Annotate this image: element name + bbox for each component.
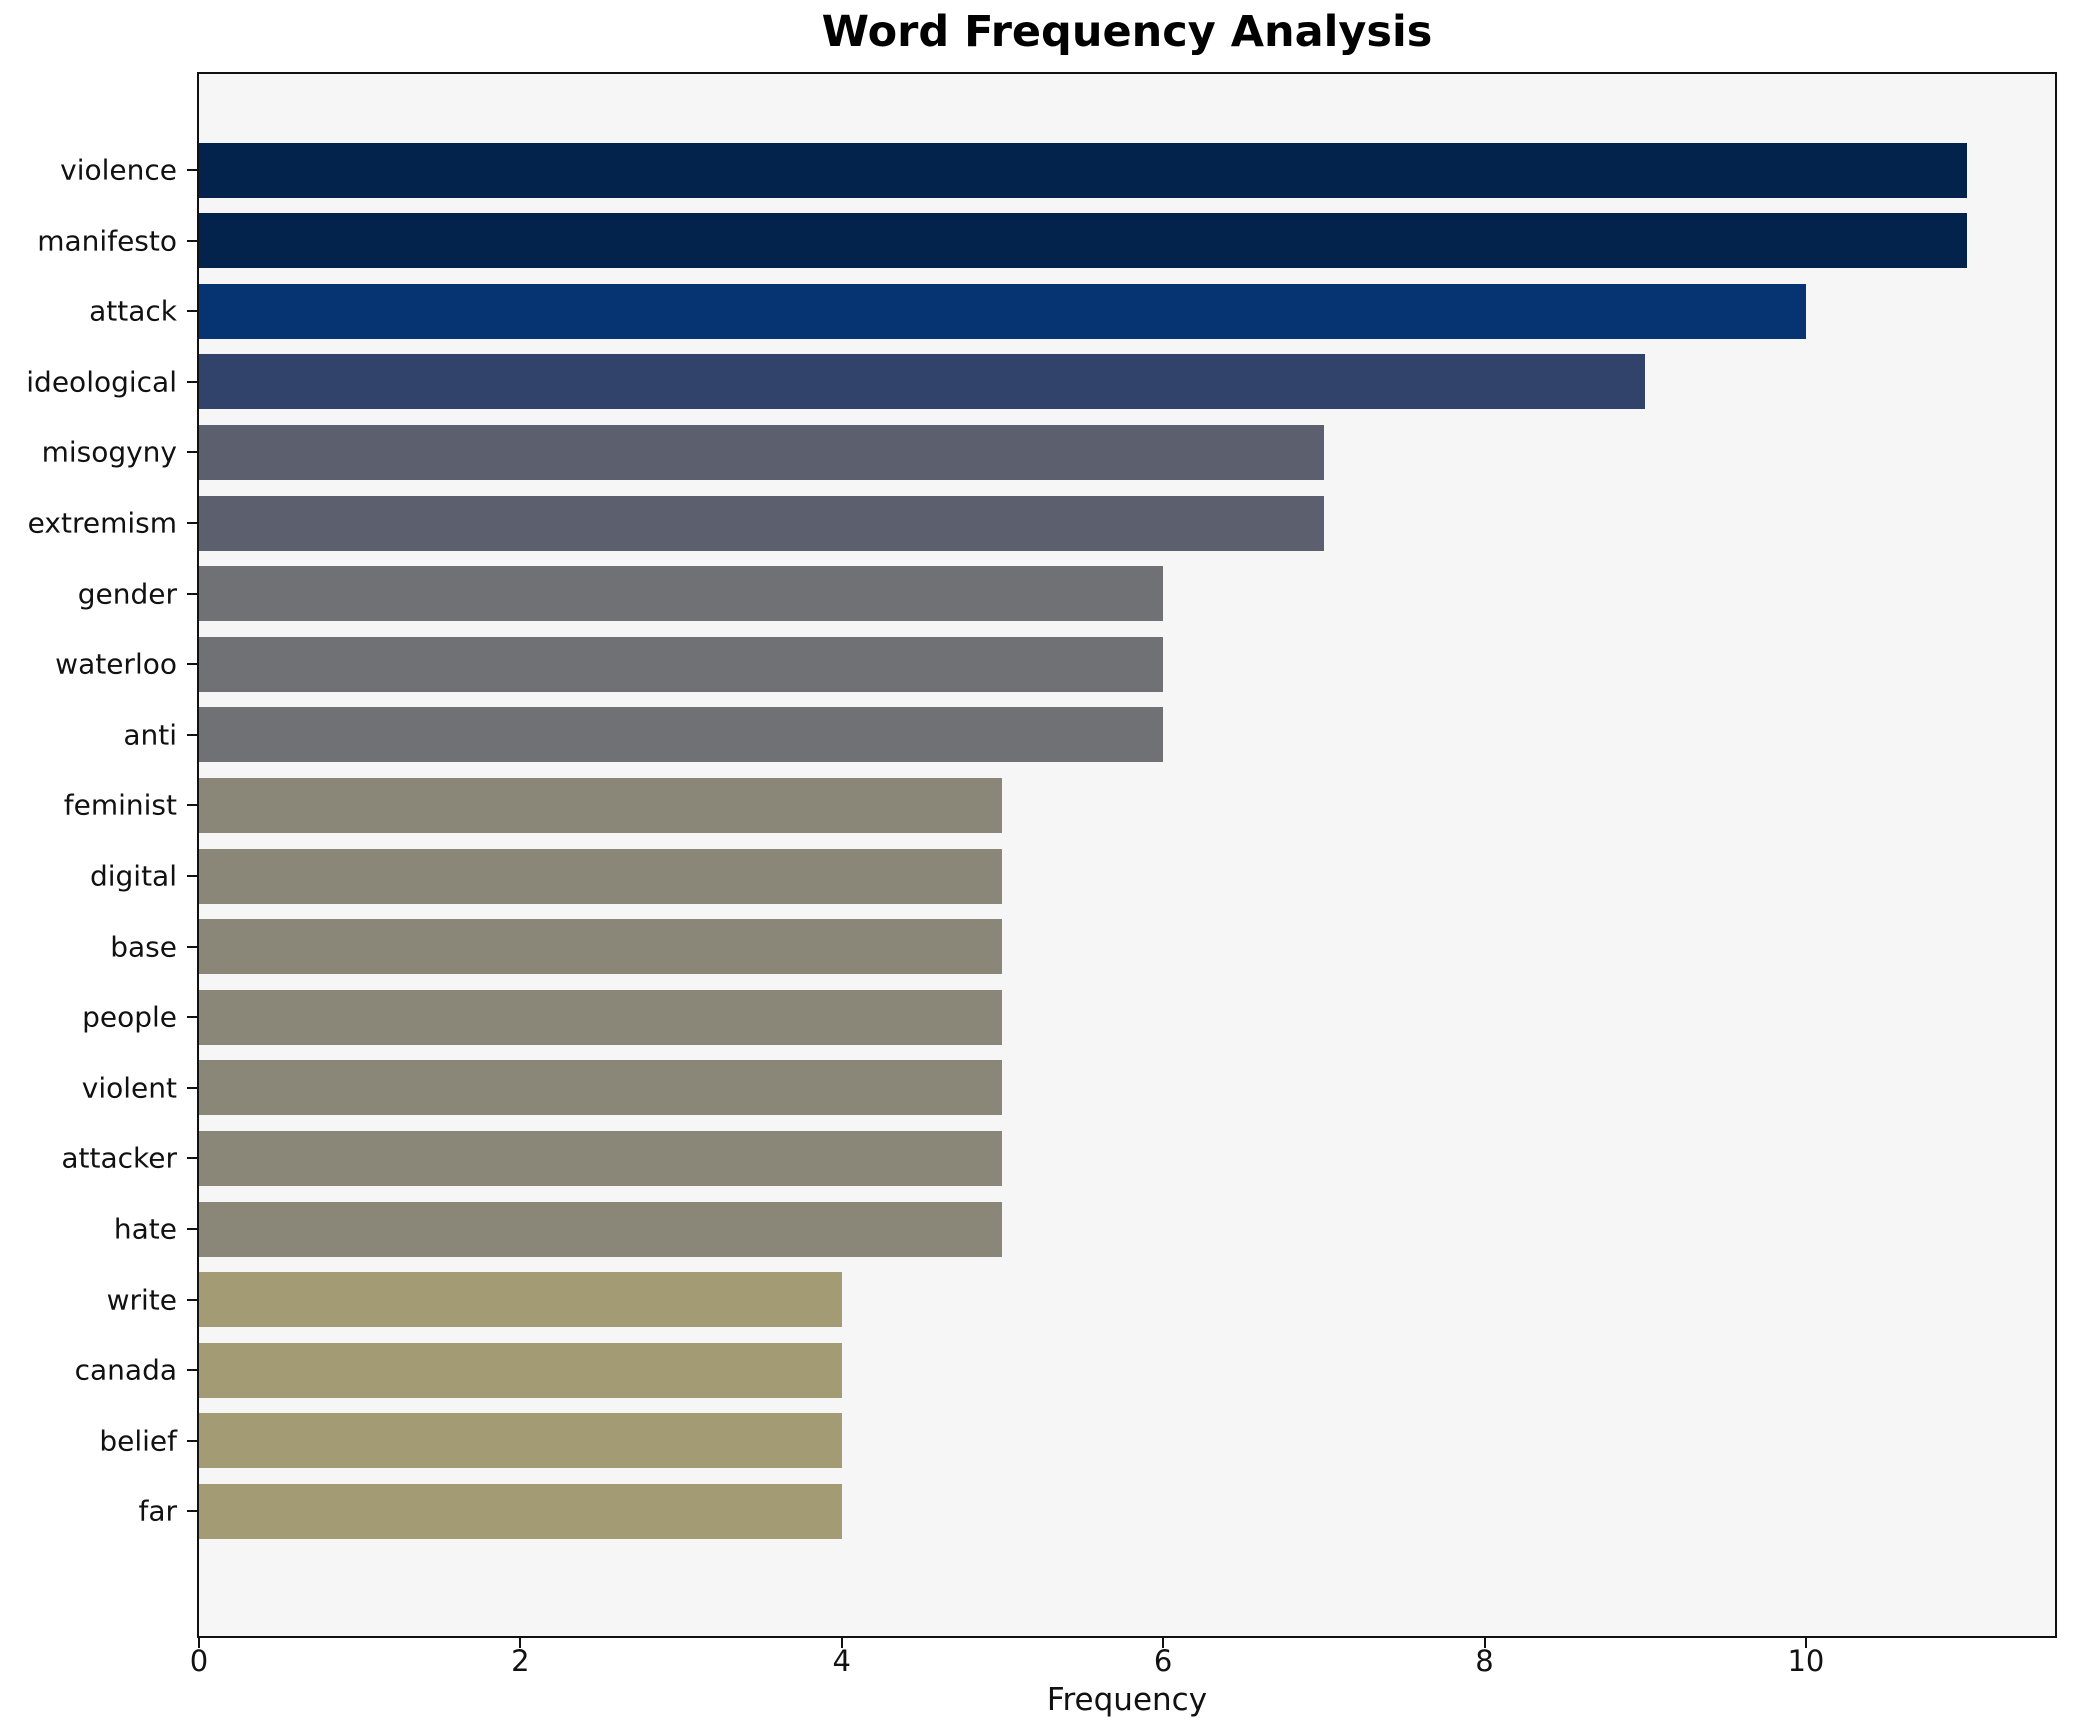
bar-canada bbox=[199, 1342, 842, 1398]
y-tick-mark bbox=[187, 380, 197, 383]
y-tick-mark bbox=[187, 1369, 197, 1372]
y-tick-label-people: people bbox=[82, 1000, 177, 1034]
y-tick-mark bbox=[187, 1086, 197, 1089]
y-tick-mark bbox=[187, 1510, 197, 1513]
y-tick-mark bbox=[187, 1228, 197, 1230]
y-tick-mark bbox=[187, 733, 197, 736]
x-tick-label-6: 6 bbox=[1153, 1644, 1173, 1678]
y-tick-mark bbox=[187, 522, 197, 524]
x-tick-label-8: 8 bbox=[1475, 1644, 1494, 1678]
y-tick-mark bbox=[187, 1439, 197, 1442]
y-tick-label-base: base bbox=[110, 930, 177, 964]
x-tick-mark bbox=[1483, 1638, 1486, 1648]
bar-waterloo bbox=[199, 636, 1164, 692]
bar-attacker bbox=[199, 1130, 1003, 1186]
y-tick-mark bbox=[187, 592, 197, 595]
bar-digital bbox=[199, 848, 1003, 904]
bar-far bbox=[199, 1483, 842, 1539]
x-tick-label-4: 4 bbox=[832, 1644, 851, 1678]
y-tick-mark bbox=[187, 239, 197, 242]
x-axis-label: Frequency bbox=[1046, 1682, 1208, 1718]
x-tick-mark bbox=[519, 1638, 522, 1648]
y-tick-mark bbox=[187, 804, 197, 807]
x-tick-mark bbox=[198, 1638, 200, 1648]
bar-misogyny bbox=[199, 424, 1324, 480]
y-tick-mark bbox=[187, 169, 197, 171]
y-tick-label-write: write bbox=[106, 1283, 177, 1317]
bar-feminist bbox=[199, 777, 1003, 833]
y-tick-label-extremism: extremism bbox=[27, 506, 177, 540]
y-tick-mark bbox=[187, 1016, 197, 1019]
y-tick-label-canada: canada bbox=[74, 1353, 177, 1387]
bar-attack bbox=[199, 283, 1806, 339]
y-tick-label-violent: violent bbox=[81, 1071, 177, 1105]
plot-area bbox=[197, 72, 2057, 1638]
y-tick-label-gender: gender bbox=[77, 577, 177, 611]
bar-belief bbox=[199, 1413, 842, 1469]
y-tick-label-far: far bbox=[138, 1494, 177, 1528]
x-tick-mark bbox=[1804, 1638, 1807, 1648]
bar-people bbox=[199, 989, 1003, 1045]
y-tick-mark bbox=[187, 945, 197, 948]
y-tick-label-attack: attack bbox=[89, 294, 177, 328]
y-tick-label-hate: hate bbox=[113, 1212, 177, 1246]
y-tick-mark bbox=[187, 310, 197, 313]
bar-write bbox=[199, 1272, 842, 1328]
bar-violent bbox=[199, 1060, 1003, 1116]
x-tick-label-0: 0 bbox=[189, 1644, 209, 1678]
y-tick-mark bbox=[187, 663, 197, 666]
bar-manifesto bbox=[199, 213, 1967, 269]
bar-hate bbox=[199, 1201, 1003, 1257]
y-tick-label-ideological: ideological bbox=[26, 365, 177, 399]
y-tick-label-attacker: attacker bbox=[61, 1141, 177, 1175]
y-tick-mark bbox=[187, 875, 197, 877]
bar-ideological bbox=[199, 354, 1646, 410]
y-tick-label-violence: violence bbox=[60, 153, 177, 187]
y-tick-label-feminist: feminist bbox=[63, 788, 177, 822]
y-tick-label-digital: digital bbox=[89, 859, 177, 893]
bar-anti bbox=[199, 707, 1164, 763]
bar-extremism bbox=[199, 495, 1324, 551]
x-tick-mark bbox=[840, 1638, 843, 1648]
y-tick-label-manifesto: manifesto bbox=[37, 224, 177, 258]
y-tick-label-belief: belief bbox=[99, 1424, 177, 1458]
x-tick-mark bbox=[1162, 1638, 1165, 1648]
x-tick-label-2: 2 bbox=[511, 1644, 530, 1678]
y-tick-mark bbox=[187, 451, 197, 454]
x-tick-label-10: 10 bbox=[1787, 1644, 1825, 1678]
y-tick-label-waterloo: waterloo bbox=[55, 647, 177, 681]
y-tick-label-misogyny: misogyny bbox=[41, 435, 177, 469]
y-tick-mark bbox=[187, 1298, 197, 1301]
chart-title: Word Frequency Analysis bbox=[821, 7, 1433, 57]
bar-violence bbox=[199, 142, 1967, 198]
bar-base bbox=[199, 919, 1003, 975]
y-tick-label-anti: anti bbox=[123, 718, 177, 752]
bar-gender bbox=[199, 566, 1164, 622]
y-tick-mark bbox=[187, 1157, 197, 1160]
